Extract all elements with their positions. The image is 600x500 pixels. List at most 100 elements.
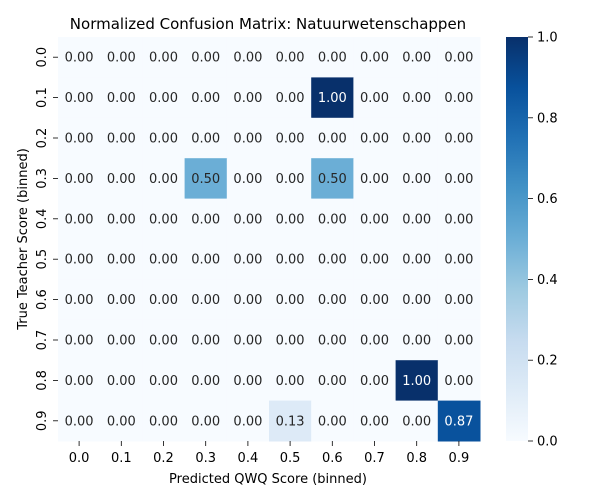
colorbar-tick-label: 0.2 — [537, 354, 558, 369]
heatmap-cell — [353, 239, 397, 280]
heatmap-cell — [437, 360, 481, 402]
cell-value-label: 0.00 — [233, 212, 262, 227]
heatmap-cell — [142, 319, 186, 361]
cell-value-label: 0.00 — [149, 334, 178, 349]
heatmap-cell — [184, 37, 228, 78]
heatmap-cell — [184, 319, 228, 361]
cell-value-label: 0.00 — [360, 212, 389, 227]
heatmap-cell — [142, 279, 186, 321]
heatmap-cell — [269, 117, 312, 159]
cell-value-label: 0.00 — [318, 212, 347, 227]
heatmap-cell — [353, 319, 397, 361]
heatmap-cell — [100, 360, 143, 402]
cell-value-label: 0.00 — [360, 334, 389, 349]
x-axis-ticks: 0.0 0.1 0.2 0.3 0.4 0.5 0.6 0.7 0.8 0.9 — [69, 441, 469, 466]
heatmap-cell — [226, 198, 270, 240]
cell-value-label: 0.00 — [233, 132, 262, 147]
cell-value-label: 0.00 — [149, 414, 178, 429]
heatmap-cell — [353, 279, 397, 321]
colorbar-tick-label: 0.8 — [537, 111, 558, 126]
heatmap-cell — [142, 77, 186, 119]
cell-value-label: 0.00 — [360, 374, 389, 389]
cell-value-label: 0.00 — [444, 91, 473, 106]
cell-value-label: 0.87 — [444, 414, 473, 429]
y-tick-label: 0.8 — [35, 370, 50, 391]
heatmap-cell — [184, 117, 228, 159]
cell-value-label: 0.00 — [444, 253, 473, 268]
cell-value-label: 0.00 — [276, 334, 305, 349]
y-tick-label: 0.0 — [35, 47, 50, 68]
y-tick-label: 0.6 — [35, 289, 50, 310]
cell-value-label: 0.00 — [318, 293, 347, 308]
cell-value-label: 0.00 — [360, 293, 389, 308]
heatmap-cell — [395, 319, 439, 361]
heatmap-cell — [184, 198, 228, 240]
cell-value-label: 0.00 — [276, 51, 305, 66]
heatmap-cell — [395, 37, 439, 78]
cell-value-label: 0.00 — [149, 51, 178, 66]
heatmap-cell — [437, 77, 481, 119]
chart-title: Normalized Confusion Matrix: Natuurweten… — [70, 15, 466, 33]
x-axis-label: Predicted QWQ Score (binned) — [169, 472, 367, 487]
cell-value-label: 0.00 — [276, 253, 305, 268]
cell-value-label: 0.00 — [360, 132, 389, 147]
heatmap-cell — [353, 360, 397, 402]
heatmap-cell — [226, 279, 270, 321]
heatmap-cell — [353, 400, 397, 442]
cell-value-label: 0.00 — [149, 253, 178, 268]
cell-value-label: 0.00 — [107, 172, 136, 187]
x-tick-label: 0.4 — [238, 451, 259, 466]
y-tick-label: 0.9 — [35, 410, 50, 431]
heatmap-cell — [58, 360, 101, 402]
heatmap-cells: 0.00 0.00 0.00 0.00 0.00 0.00 0.00 0.00 0.00 0.00… — [58, 37, 481, 442]
cell-value-label: 0.00 — [149, 91, 178, 106]
heatmap-cell — [269, 239, 312, 280]
heatmap-cell — [100, 37, 143, 78]
heatmap-cell — [142, 239, 186, 280]
cell-value-label: 0.00 — [149, 212, 178, 227]
heatmap-cell — [437, 279, 481, 321]
heatmap-cell — [100, 239, 143, 280]
cell-value-label: 0.00 — [318, 51, 347, 66]
cell-value-label: 0.00 — [233, 51, 262, 66]
heatmap-cell — [226, 37, 270, 78]
cell-value-label: 0.00 — [276, 212, 305, 227]
heatmap-cell — [142, 400, 186, 442]
cell-value-label: 0.00 — [402, 293, 431, 308]
y-tick-label: 0.1 — [35, 87, 50, 108]
heatmap-cell — [395, 239, 439, 280]
cell-value-label: 0.00 — [65, 253, 94, 268]
cell-value-label: 0.00 — [276, 132, 305, 147]
cell-value-label: 0.00 — [107, 334, 136, 349]
heatmap-cell — [395, 77, 439, 119]
cell-value-label: 0.00 — [65, 132, 94, 147]
y-tick-label: 0.7 — [35, 330, 50, 351]
y-tick-label: 0.2 — [35, 128, 50, 149]
cell-value-label: 0.00 — [191, 414, 220, 429]
heatmap-cell — [100, 400, 143, 442]
cell-value-label: 0.00 — [318, 334, 347, 349]
heatmap-cell — [100, 319, 143, 361]
heatmap-cell — [311, 319, 354, 361]
cell-value-label: 0.00 — [149, 132, 178, 147]
cell-value-label: 0.00 — [191, 51, 220, 66]
cell-value-label: 0.00 — [444, 334, 473, 349]
cell-value-label: 0.00 — [360, 51, 389, 66]
heatmap-cell — [58, 279, 101, 321]
cell-value-label: 0.00 — [65, 172, 94, 187]
colorbar-tick-label: 0.4 — [537, 273, 558, 288]
x-tick-label: 0.0 — [69, 451, 90, 466]
cell-value-label: 1.00 — [318, 91, 347, 106]
cell-value-label: 0.00 — [318, 132, 347, 147]
cell-value-label: 0.00 — [233, 374, 262, 389]
heatmap-cell — [353, 198, 397, 240]
x-tick-label: 0.6 — [322, 451, 343, 466]
cell-value-label: 0.00 — [402, 334, 431, 349]
heatmap-cell — [58, 117, 101, 159]
x-tick-label: 0.5 — [280, 451, 301, 466]
cell-value-label: 0.00 — [233, 334, 262, 349]
heatmap-cell — [353, 117, 397, 159]
cell-value-label: 0.00 — [444, 293, 473, 308]
heatmap-cell — [269, 400, 312, 442]
heatmap-cell — [437, 198, 481, 240]
